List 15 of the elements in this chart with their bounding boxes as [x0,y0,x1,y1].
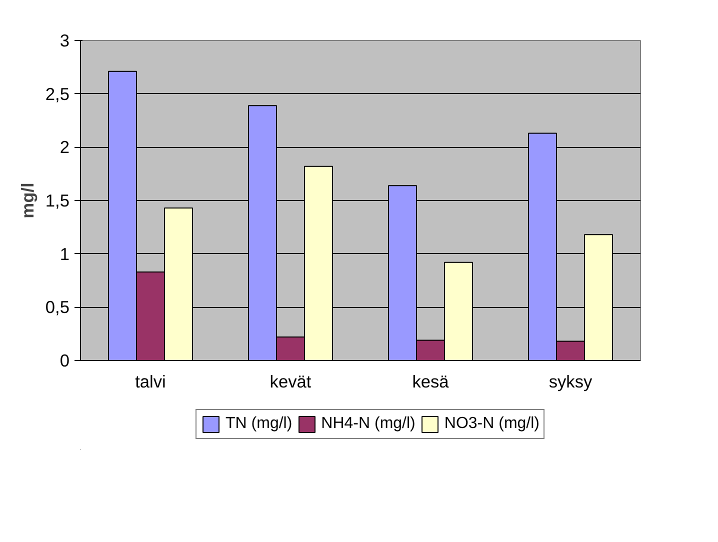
y-tick-label: 1 [60,244,70,264]
x-tick-label: kesä [412,372,450,392]
y-tick-label: 2 [60,137,70,158]
y-tick-label: 1,5 [45,190,70,210]
x-tick-label: syksy [548,372,592,392]
y-tick-label: 0 [60,350,70,370]
y-tick-label: 3 [60,30,70,50]
y-axis-title: mg/l [17,182,38,218]
y-tick-label: 2,5 [45,84,70,104]
legend-label: TN (mg/l) [226,415,292,433]
x-tick-label: kevät [270,372,312,392]
legend-label: NO3-N (mg/l) [444,415,540,433]
y-tick-label: 0,5 [45,297,70,318]
legend-label: NH4-N (mg/l) [321,415,416,433]
x-tick-label: talvi [135,372,166,392]
